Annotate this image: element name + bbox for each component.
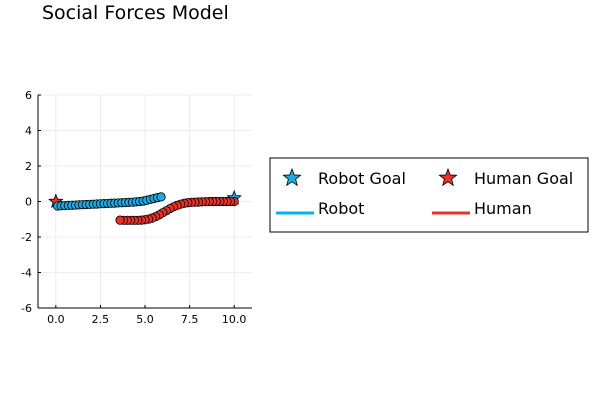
series-robot <box>53 192 166 211</box>
y-tick-label: -2 <box>21 231 32 244</box>
legend-item-human: Human <box>432 199 532 218</box>
legend-box <box>269 157 589 233</box>
legend-item-robot: Robot <box>276 199 364 218</box>
legend-item-human-goal: Human Goal <box>438 167 573 188</box>
data-point <box>115 215 125 225</box>
y-tick-label: -4 <box>21 267 32 280</box>
legend-label: Robot Goal <box>318 169 406 188</box>
y-tick-label: 0 <box>25 196 32 209</box>
tick-labels: 0.0 2.5 5.0 7.5 10.0 -6 -4 -2 0 2 4 6 <box>21 89 246 326</box>
x-tick-label: 10.0 <box>222 313 247 326</box>
legend: Robot Goal Human Goal Robot Human <box>269 157 589 233</box>
axes <box>37 94 252 309</box>
legend-label: Robot <box>318 199 364 218</box>
legend-label: Human <box>474 199 532 218</box>
x-tick-label: 0.0 <box>47 313 65 326</box>
x-tick-label: 7.5 <box>181 313 199 326</box>
legend-star-icon <box>438 167 458 187</box>
legend-label: Human Goal <box>474 169 573 188</box>
y-tick-label: 4 <box>25 125 32 138</box>
data-point <box>156 192 166 202</box>
x-tick-label: 5.0 <box>136 313 154 326</box>
x-tick-label: 2.5 <box>92 313 110 326</box>
y-tick-label: 6 <box>25 89 32 102</box>
legend-star-icon <box>282 167 302 187</box>
y-tick-label: -6 <box>21 302 32 315</box>
chart-title: Social Forces Model <box>42 2 229 24</box>
series-human <box>115 196 239 225</box>
plot-area <box>48 189 242 225</box>
legend-item-robot-goal: Robot Goal <box>282 167 406 188</box>
y-tick-label: 2 <box>25 160 32 173</box>
